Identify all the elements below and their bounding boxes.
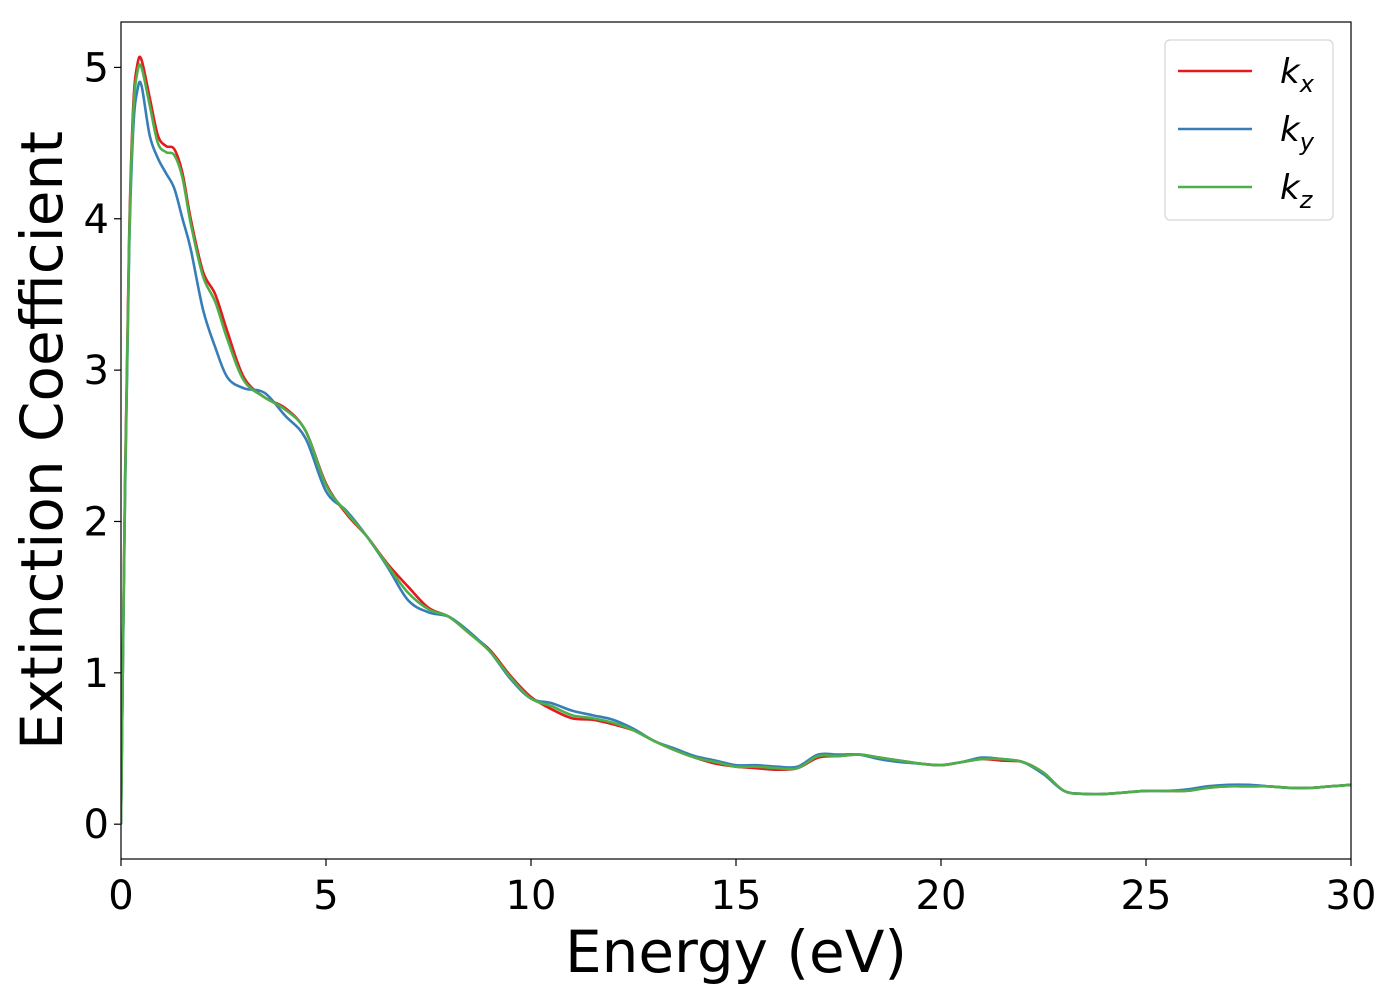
x-tick-label: 0: [108, 873, 133, 919]
y-tick-label: 1: [84, 651, 109, 697]
x-tick-label: 30: [1326, 873, 1377, 919]
legend-label-k-x: kx: [1280, 52, 1315, 98]
y-tick-label: 2: [84, 499, 109, 545]
legend-label-k-y: ky: [1280, 110, 1315, 156]
y-tick-label: 3: [84, 348, 109, 394]
legend: kx ky kz: [1164, 39, 1334, 221]
x-tick-label: 5: [313, 873, 338, 919]
x-axis-label: Energy (eV): [565, 918, 907, 986]
axis-ticks: 0 5 10 15 20 25 30 0 1 2 3 4 5: [84, 45, 1377, 919]
series-line-k-z: [121, 63, 1351, 825]
legend-label-k-z: kz: [1280, 168, 1314, 214]
x-tick-label: 20: [916, 873, 967, 919]
x-tick-label: 15: [711, 873, 762, 919]
y-axis-label: Extinction Coefficient: [8, 131, 76, 750]
x-tick-label: 10: [506, 873, 557, 919]
y-tick-label: 0: [84, 802, 109, 848]
y-tick-label: 4: [84, 197, 109, 243]
x-tick-label: 25: [1121, 873, 1172, 919]
series-layer: [121, 55, 1351, 825]
y-tick-label: 5: [84, 45, 109, 91]
